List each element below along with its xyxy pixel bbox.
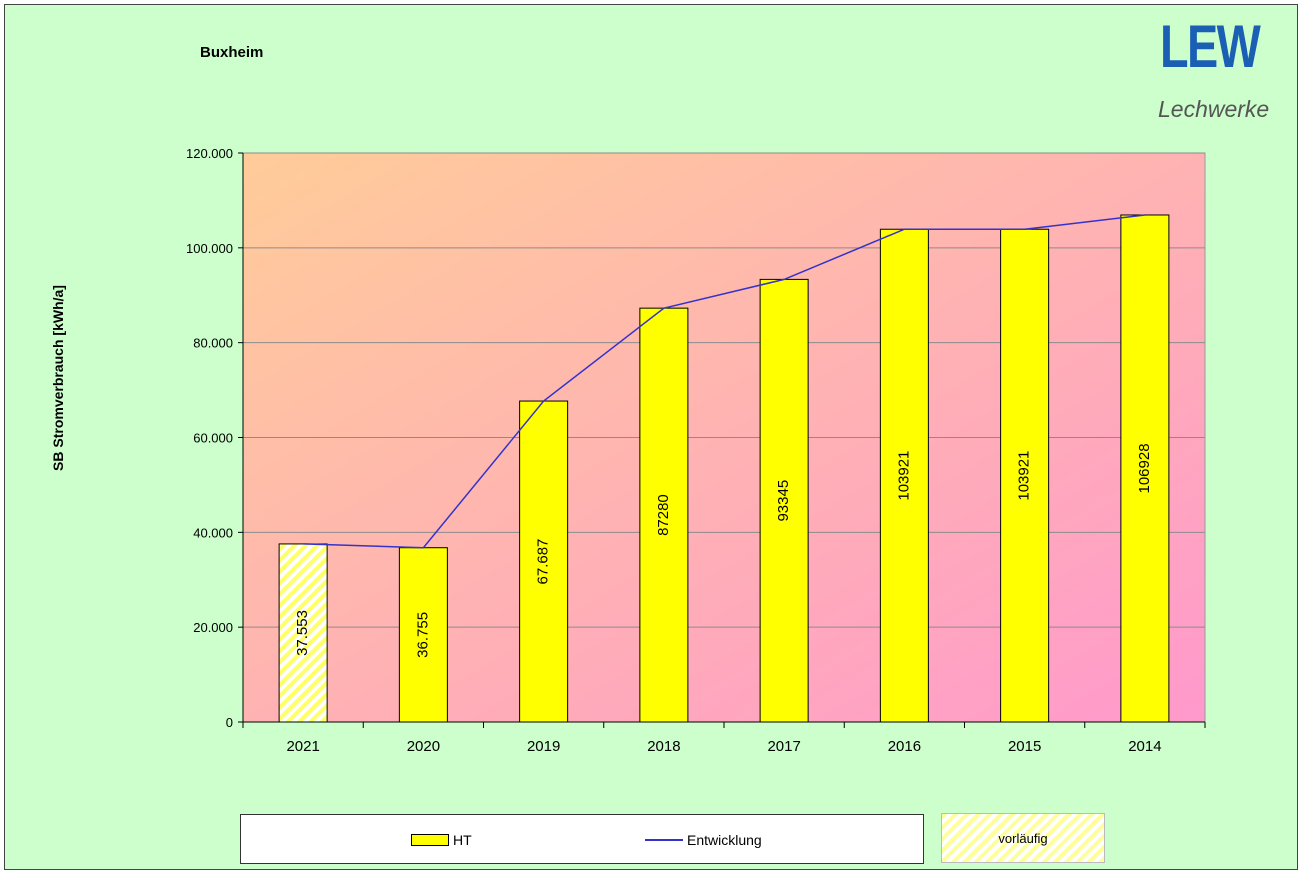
lew-logo: LEW Lechwerke bbox=[1156, 14, 1296, 124]
bar bbox=[1120, 214, 1170, 723]
y-tick-label: 40.000 bbox=[193, 525, 233, 540]
bar-value-label: 93345 bbox=[775, 480, 792, 522]
legend-item-entwicklung: Entwicklung bbox=[645, 832, 762, 848]
x-tick-label: 2017 bbox=[767, 738, 800, 755]
trend-line bbox=[303, 214, 1145, 549]
x-tick-label: 2021 bbox=[286, 738, 319, 755]
bar-value-label: 106928 bbox=[1136, 443, 1153, 493]
legend-bar-swatch bbox=[411, 834, 449, 846]
bar bbox=[519, 400, 569, 723]
y-tick-label: 60.000 bbox=[193, 431, 233, 446]
legend-item-ht: HT bbox=[411, 832, 472, 848]
x-tick-label: 2015 bbox=[1008, 738, 1041, 755]
x-tick-label: 2020 bbox=[407, 738, 440, 755]
bar-value-label: 67.687 bbox=[535, 539, 552, 585]
entwicklung-line bbox=[303, 214, 1145, 549]
bar-value-label: 36.755 bbox=[414, 612, 431, 658]
bar bbox=[879, 228, 929, 723]
bar-value-label: 103921 bbox=[895, 451, 912, 501]
logo-main-text: LEW bbox=[1160, 13, 1261, 80]
y-tick-label: 100.000 bbox=[186, 241, 233, 256]
x-tick-label: 2014 bbox=[1128, 738, 1161, 755]
y-axis-label: SB Stromverbrauch [kWh/a] bbox=[50, 285, 66, 471]
y-tick-label: 20.000 bbox=[193, 620, 233, 635]
logo-sub-text: Lechwerke bbox=[1158, 96, 1270, 122]
x-tick-label: 2019 bbox=[527, 738, 560, 755]
y-tick-label: 0 bbox=[226, 715, 233, 730]
chart-title: Buxheim bbox=[200, 44, 264, 61]
x-tick-label: 2016 bbox=[888, 738, 921, 755]
legend: HT Entwicklung bbox=[240, 814, 924, 864]
data-labels: 37.553 36.755 67.687 87280 93345 103921 103921… bbox=[294, 443, 1153, 657]
legend-line-swatch bbox=[645, 839, 683, 841]
bar-value-label: 87280 bbox=[655, 494, 672, 536]
bar bbox=[759, 278, 809, 723]
legend-preliminary: vorläufig bbox=[941, 813, 1105, 863]
bar-value-label: 103921 bbox=[1016, 451, 1033, 501]
legend-entwicklung-label: Entwicklung bbox=[687, 832, 762, 848]
bar-value-label: 37.553 bbox=[294, 610, 311, 656]
bar bbox=[639, 307, 689, 723]
bar-preliminary bbox=[278, 543, 328, 723]
legend-ht-label: HT bbox=[453, 832, 472, 848]
legend-preliminary-label: vorläufig bbox=[998, 831, 1048, 846]
y-tick-label: 120.000 bbox=[186, 146, 233, 161]
y-tick-label: 80.000 bbox=[193, 336, 233, 351]
axes: 0 20.000 40.000 60.000 80.000 100.000 120.000 2… bbox=[186, 146, 1206, 755]
x-tick-label: 2018 bbox=[647, 738, 680, 755]
